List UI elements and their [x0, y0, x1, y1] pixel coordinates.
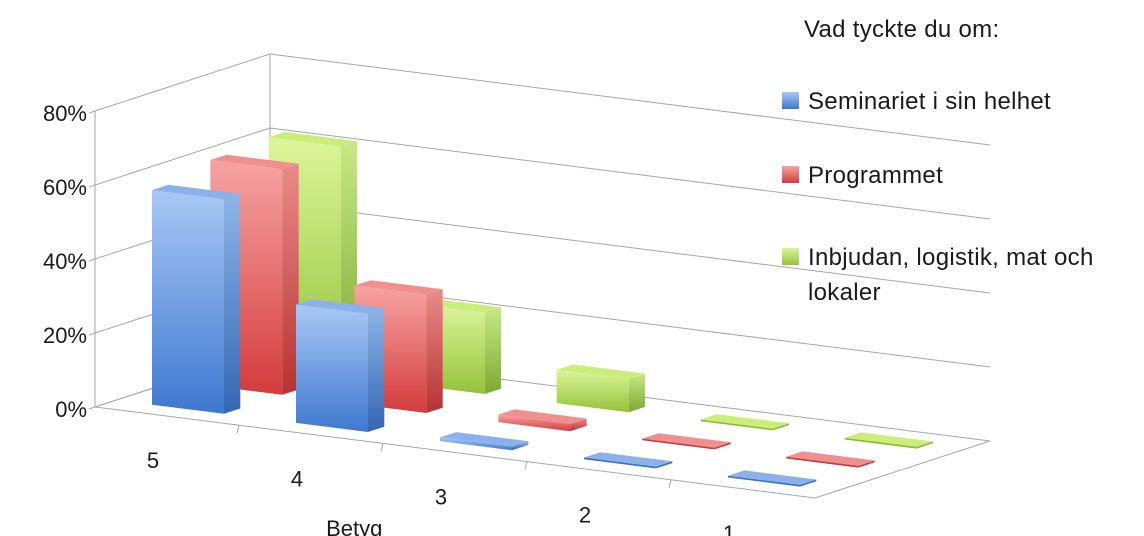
side-wall-gridline	[94, 53, 271, 112]
bar-side-face	[858, 460, 875, 468]
x-tick-mark	[668, 479, 672, 488]
bar-seminariet-4	[296, 299, 385, 432]
bar-top-face	[210, 154, 299, 170]
bar-front-face	[498, 414, 571, 432]
bar-side-face	[772, 423, 789, 431]
bar-top-face	[584, 452, 673, 467]
axis-ticks	[88, 110, 672, 488]
bar-top-face	[786, 451, 875, 466]
legend-swatch-blue	[782, 92, 799, 109]
side-wall-gridline	[94, 127, 271, 186]
bars	[152, 132, 933, 487]
bar-side-face	[656, 461, 673, 469]
bar-seminariet-1	[728, 470, 817, 487]
bar-top-face	[498, 409, 587, 424]
bar-front-face	[556, 369, 629, 413]
bar-inbjudan-1	[844, 432, 933, 449]
x-tick-mark	[524, 461, 528, 470]
bar-top-face	[556, 364, 645, 379]
y-tick-label: 20%	[43, 323, 87, 348]
y-tick-label: 0%	[55, 397, 87, 422]
bar-side-face	[484, 307, 501, 394]
bar-side-face	[916, 441, 933, 449]
bar-seminariet-2	[584, 452, 673, 469]
y-tick-label: 80%	[43, 101, 87, 126]
bar-front-face	[152, 190, 224, 414]
x-tick-label: 4	[291, 466, 303, 491]
bar-inbjudan-3	[556, 364, 645, 413]
bar-side-face	[512, 441, 529, 451]
bar-front-face	[584, 457, 656, 469]
legend-title: Vad tyckte du om:	[804, 16, 1000, 43]
x-tick-label: 3	[435, 485, 447, 510]
bar-programmet-1	[786, 451, 875, 468]
back-wall-gridline	[269, 53, 991, 146]
bar-top-face	[642, 433, 731, 448]
y-tick-mark	[88, 110, 96, 114]
x-tick-label: 5	[147, 448, 159, 473]
bar-top-face	[152, 184, 241, 200]
bar-side-face	[224, 193, 241, 414]
y-tick-mark	[88, 184, 96, 188]
bar-programmet-2	[642, 433, 731, 450]
x-tick-mark	[380, 443, 384, 452]
back-wall-gridline	[269, 201, 991, 294]
x-tick-mark	[236, 425, 240, 434]
floor-front-edge	[94, 406, 816, 499]
bar-front-face	[642, 438, 715, 450]
y-tick-label: 40%	[43, 249, 87, 274]
x-tick-label: 2	[579, 503, 591, 528]
bar-side-face	[570, 418, 587, 432]
bar-top-face	[354, 280, 443, 295]
bar-top-face	[728, 470, 817, 485]
bar-front-face	[700, 419, 773, 431]
y-tick-mark	[88, 258, 96, 262]
legend-label: Programmet	[808, 162, 944, 189]
bar-top-face	[700, 414, 789, 429]
axis-labels: 0% 20% 40% 60% 80% 5 4 3 2 1 Betyg	[43, 101, 735, 536]
bar-side-face	[426, 289, 443, 413]
legend-label: Inbjudan, logistik, mat och lokaler	[808, 244, 1094, 306]
legend-swatch-red	[782, 166, 799, 183]
bar-front-face	[296, 304, 368, 432]
bar-seminariet-5	[152, 184, 241, 414]
bar-top-face	[844, 432, 933, 447]
bar-front-face	[440, 437, 512, 451]
bar-front-face	[728, 475, 800, 487]
legend-swatch-green	[782, 248, 799, 265]
bar-inbjudan-2	[700, 414, 789, 431]
back-wall-gridline	[269, 127, 991, 220]
bar-top-face	[268, 132, 357, 147]
y-tick-mark	[88, 332, 96, 336]
bar-side-face	[714, 442, 731, 450]
bar-side-face	[800, 479, 817, 487]
x-axis-title: Betyg	[326, 516, 382, 536]
floor-right-edge	[814, 440, 991, 499]
y-tick-label: 60%	[43, 175, 87, 200]
bar-programmet-3	[498, 409, 587, 432]
bar-top-face	[440, 432, 529, 447]
bar-side-face	[282, 163, 299, 395]
bar-side-face	[628, 373, 645, 413]
bar-front-face	[786, 456, 859, 468]
y-tick-mark	[88, 406, 96, 410]
legend-label: Seminariet i sin helhet	[808, 88, 1052, 115]
bar-front-face	[844, 437, 917, 449]
x-tick-label: 1	[723, 521, 735, 536]
bar-side-face	[368, 308, 385, 432]
bar-top-face	[296, 299, 385, 314]
bar-seminariet-3	[440, 432, 529, 451]
